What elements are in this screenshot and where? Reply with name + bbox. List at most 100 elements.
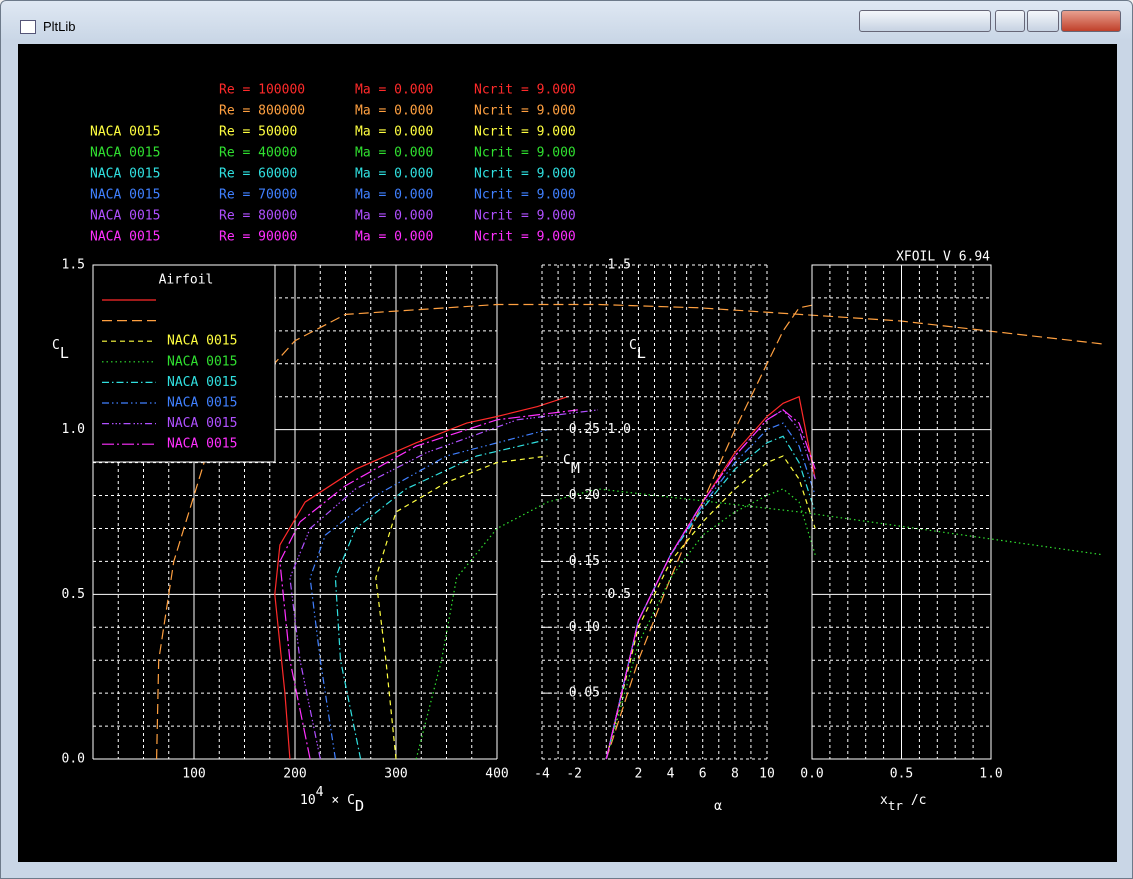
x-tick-label: -2 <box>566 767 582 782</box>
legend-label: NACA 0015 <box>167 416 237 431</box>
y2-tick-label: 0.10 <box>569 620 600 635</box>
x-tick-label: 10 <box>759 767 775 782</box>
legend-label: NACA 0015 <box>167 375 237 390</box>
x-tick-label: 2 <box>635 767 643 782</box>
x-tick-label: -4 <box>534 767 550 782</box>
run-ma: Ma = 0.000 <box>355 188 433 203</box>
run-airfoil: NACA 0015 <box>90 167 160 182</box>
run-re: Re = 70000 <box>219 188 297 203</box>
plot-frame <box>811 264 992 760</box>
polar-line <box>334 438 548 760</box>
maximize-button[interactable] <box>1027 10 1059 32</box>
axis-label-part: x <box>880 793 888 808</box>
run-ncrit: Ncrit = 9.000 <box>474 167 576 182</box>
run-ncrit: Ncrit = 9.000 <box>474 209 576 224</box>
legend-label: NACA 0015 <box>167 354 237 369</box>
plot-canvas: Re = 100000 Ma = 0.000 Ncrit = 9.000 Re = 8… <box>18 44 1117 862</box>
y2-tick-label: 0.05 <box>569 686 600 701</box>
run-re: Re = 50000 <box>219 125 297 140</box>
x-tick-label: 100 <box>182 767 205 782</box>
y-tick-label: 1.5 <box>62 258 85 273</box>
x-tick-label: 0.5 <box>890 767 913 782</box>
polar-line <box>415 488 1104 760</box>
y-axis-label-main: C <box>629 338 637 353</box>
axis-label-part: α <box>714 799 722 814</box>
run-re: Re = 800000 <box>219 104 305 119</box>
run-re: Re = 60000 <box>219 167 297 182</box>
window-title: PltLib <box>43 19 76 34</box>
run-re: Re = 90000 <box>219 230 297 245</box>
run-ma: Ma = 0.000 <box>355 104 433 119</box>
x-tick-label: 200 <box>283 767 306 782</box>
axis-label: 104 × CD <box>300 785 364 815</box>
run-airfoil: NACA 0015 <box>90 209 160 224</box>
y-axis-label-sub: L <box>637 344 646 362</box>
axis-label-part: × C <box>324 793 355 808</box>
y-axis-label-sub: L <box>60 344 69 362</box>
x-tick-label: 0.0 <box>800 767 823 782</box>
run-ma: Ma = 0.000 <box>355 146 433 161</box>
polar-line <box>605 409 816 760</box>
axis-label: α <box>714 799 722 814</box>
x-tick-label: 4 <box>667 767 675 782</box>
y-axis-label: CL <box>52 338 69 362</box>
legend-label: NACA 0015 <box>167 396 237 411</box>
y2-tick-label: 0.20 <box>569 488 600 503</box>
axis-label-part: 10 <box>300 793 316 808</box>
legend-box <box>92 264 276 463</box>
run-ncrit: Ncrit = 9.000 <box>474 125 576 140</box>
y-tick-label: 1.0 <box>62 422 85 437</box>
axis-label-part: 4 <box>316 785 324 800</box>
polar-line <box>289 409 599 760</box>
run-airfoil: NACA 0015 <box>90 230 160 245</box>
polar-line <box>605 409 816 760</box>
run-re: Re = 80000 <box>219 209 297 224</box>
polar-line <box>605 455 816 760</box>
axis-label: xtr /c <box>880 793 926 813</box>
run-ma: Ma = 0.000 <box>355 167 433 182</box>
polar-line <box>605 422 816 760</box>
run-ma: Ma = 0.000 <box>355 125 433 140</box>
close-button[interactable] <box>1061 10 1121 32</box>
y2-tick-label: 0.25 <box>569 422 600 437</box>
y-axis-label: CL <box>629 338 646 362</box>
y-axis-label-sub: M <box>571 459 580 477</box>
run-ncrit: Ncrit = 9.000 <box>474 83 576 98</box>
run-ma: Ma = 0.000 <box>355 230 433 245</box>
polar-line <box>375 455 548 760</box>
run-re: Re = 40000 <box>219 146 297 161</box>
run-ncrit: Ncrit = 9.000 <box>474 230 576 245</box>
y2-tick-label: 0.15 <box>569 554 600 569</box>
y-axis-label-main: C <box>52 338 60 353</box>
run-ma: Ma = 0.000 <box>355 83 433 98</box>
run-re: Re = 100000 <box>219 83 305 98</box>
toolbar-buttons[interactable] <box>859 10 991 32</box>
window-icon <box>20 20 36 34</box>
x-tick-label: 300 <box>384 767 407 782</box>
x-tick-label: 1.0 <box>979 767 1002 782</box>
polar-line <box>605 395 816 760</box>
run-airfoil: NACA 0015 <box>90 188 160 203</box>
y-tick-label: 1.5 <box>608 258 631 273</box>
run-ncrit: Ncrit = 9.000 <box>474 146 576 161</box>
axis-label-part: /c <box>903 793 926 808</box>
minimize-button[interactable] <box>995 10 1025 32</box>
x-tick-label: 400 <box>485 767 508 782</box>
legend-label: NACA 0015 <box>167 437 237 452</box>
run-airfoil: NACA 0015 <box>90 125 160 140</box>
legend-label: NACA 0015 <box>167 334 237 349</box>
run-ma: Ma = 0.000 <box>355 209 433 224</box>
polar-line <box>274 396 568 760</box>
polar-line <box>156 303 1104 760</box>
polar-line <box>605 303 816 760</box>
y-axis-label: CM <box>563 453 580 477</box>
y-axis-label-main: C <box>563 453 571 468</box>
run-ncrit: Ncrit = 9.000 <box>474 104 576 119</box>
y-tick-label: 0.5 <box>62 587 85 602</box>
run-ncrit: Ncrit = 9.000 <box>474 188 576 203</box>
polar-line <box>279 409 578 760</box>
run-airfoil: NACA 0015 <box>90 146 160 161</box>
polar-line <box>605 488 816 760</box>
axis-label-part: D <box>355 797 364 815</box>
polar-line <box>309 429 548 760</box>
